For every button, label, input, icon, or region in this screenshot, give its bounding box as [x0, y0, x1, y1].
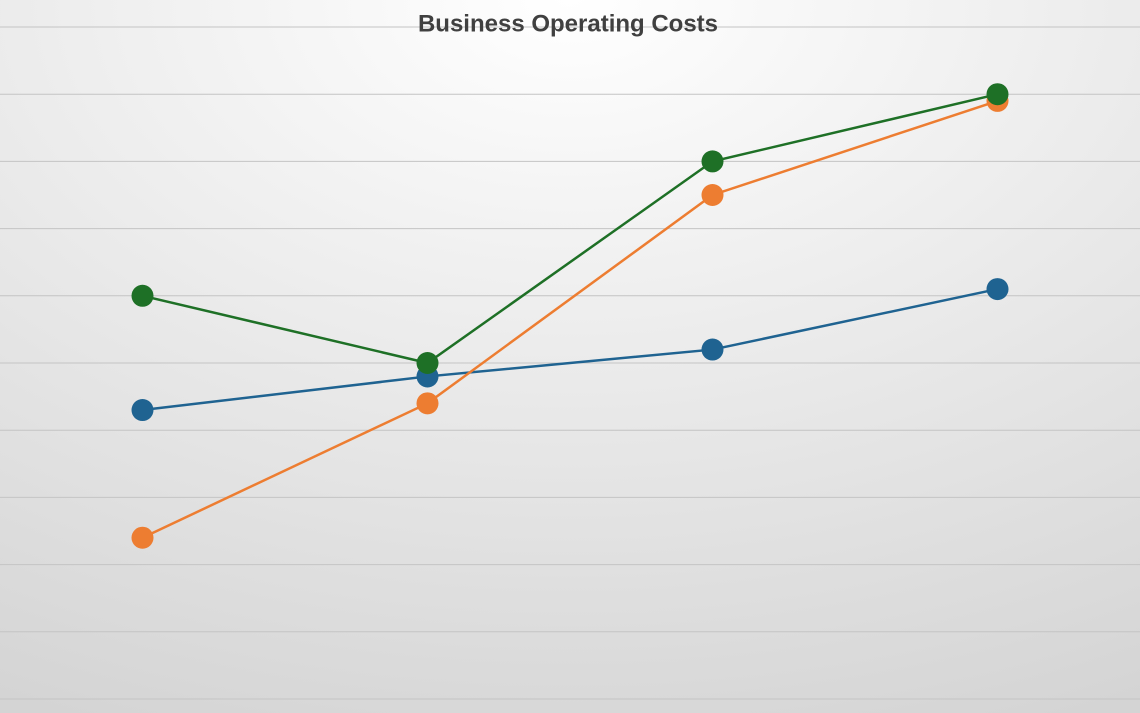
series-line	[142, 287, 998, 412]
marker	[701, 338, 724, 361]
marker	[701, 184, 724, 206]
marker	[131, 284, 154, 307]
chart-title: Business Operating Costs	[418, 10, 718, 37]
series-line	[142, 92, 998, 365]
marker	[416, 392, 439, 415]
marker	[701, 150, 724, 173]
marker	[986, 83, 1009, 106]
series-line	[141, 99, 998, 539]
marker	[131, 526, 154, 549]
marker	[986, 278, 1009, 301]
marker	[131, 399, 154, 422]
marker	[416, 352, 439, 374]
